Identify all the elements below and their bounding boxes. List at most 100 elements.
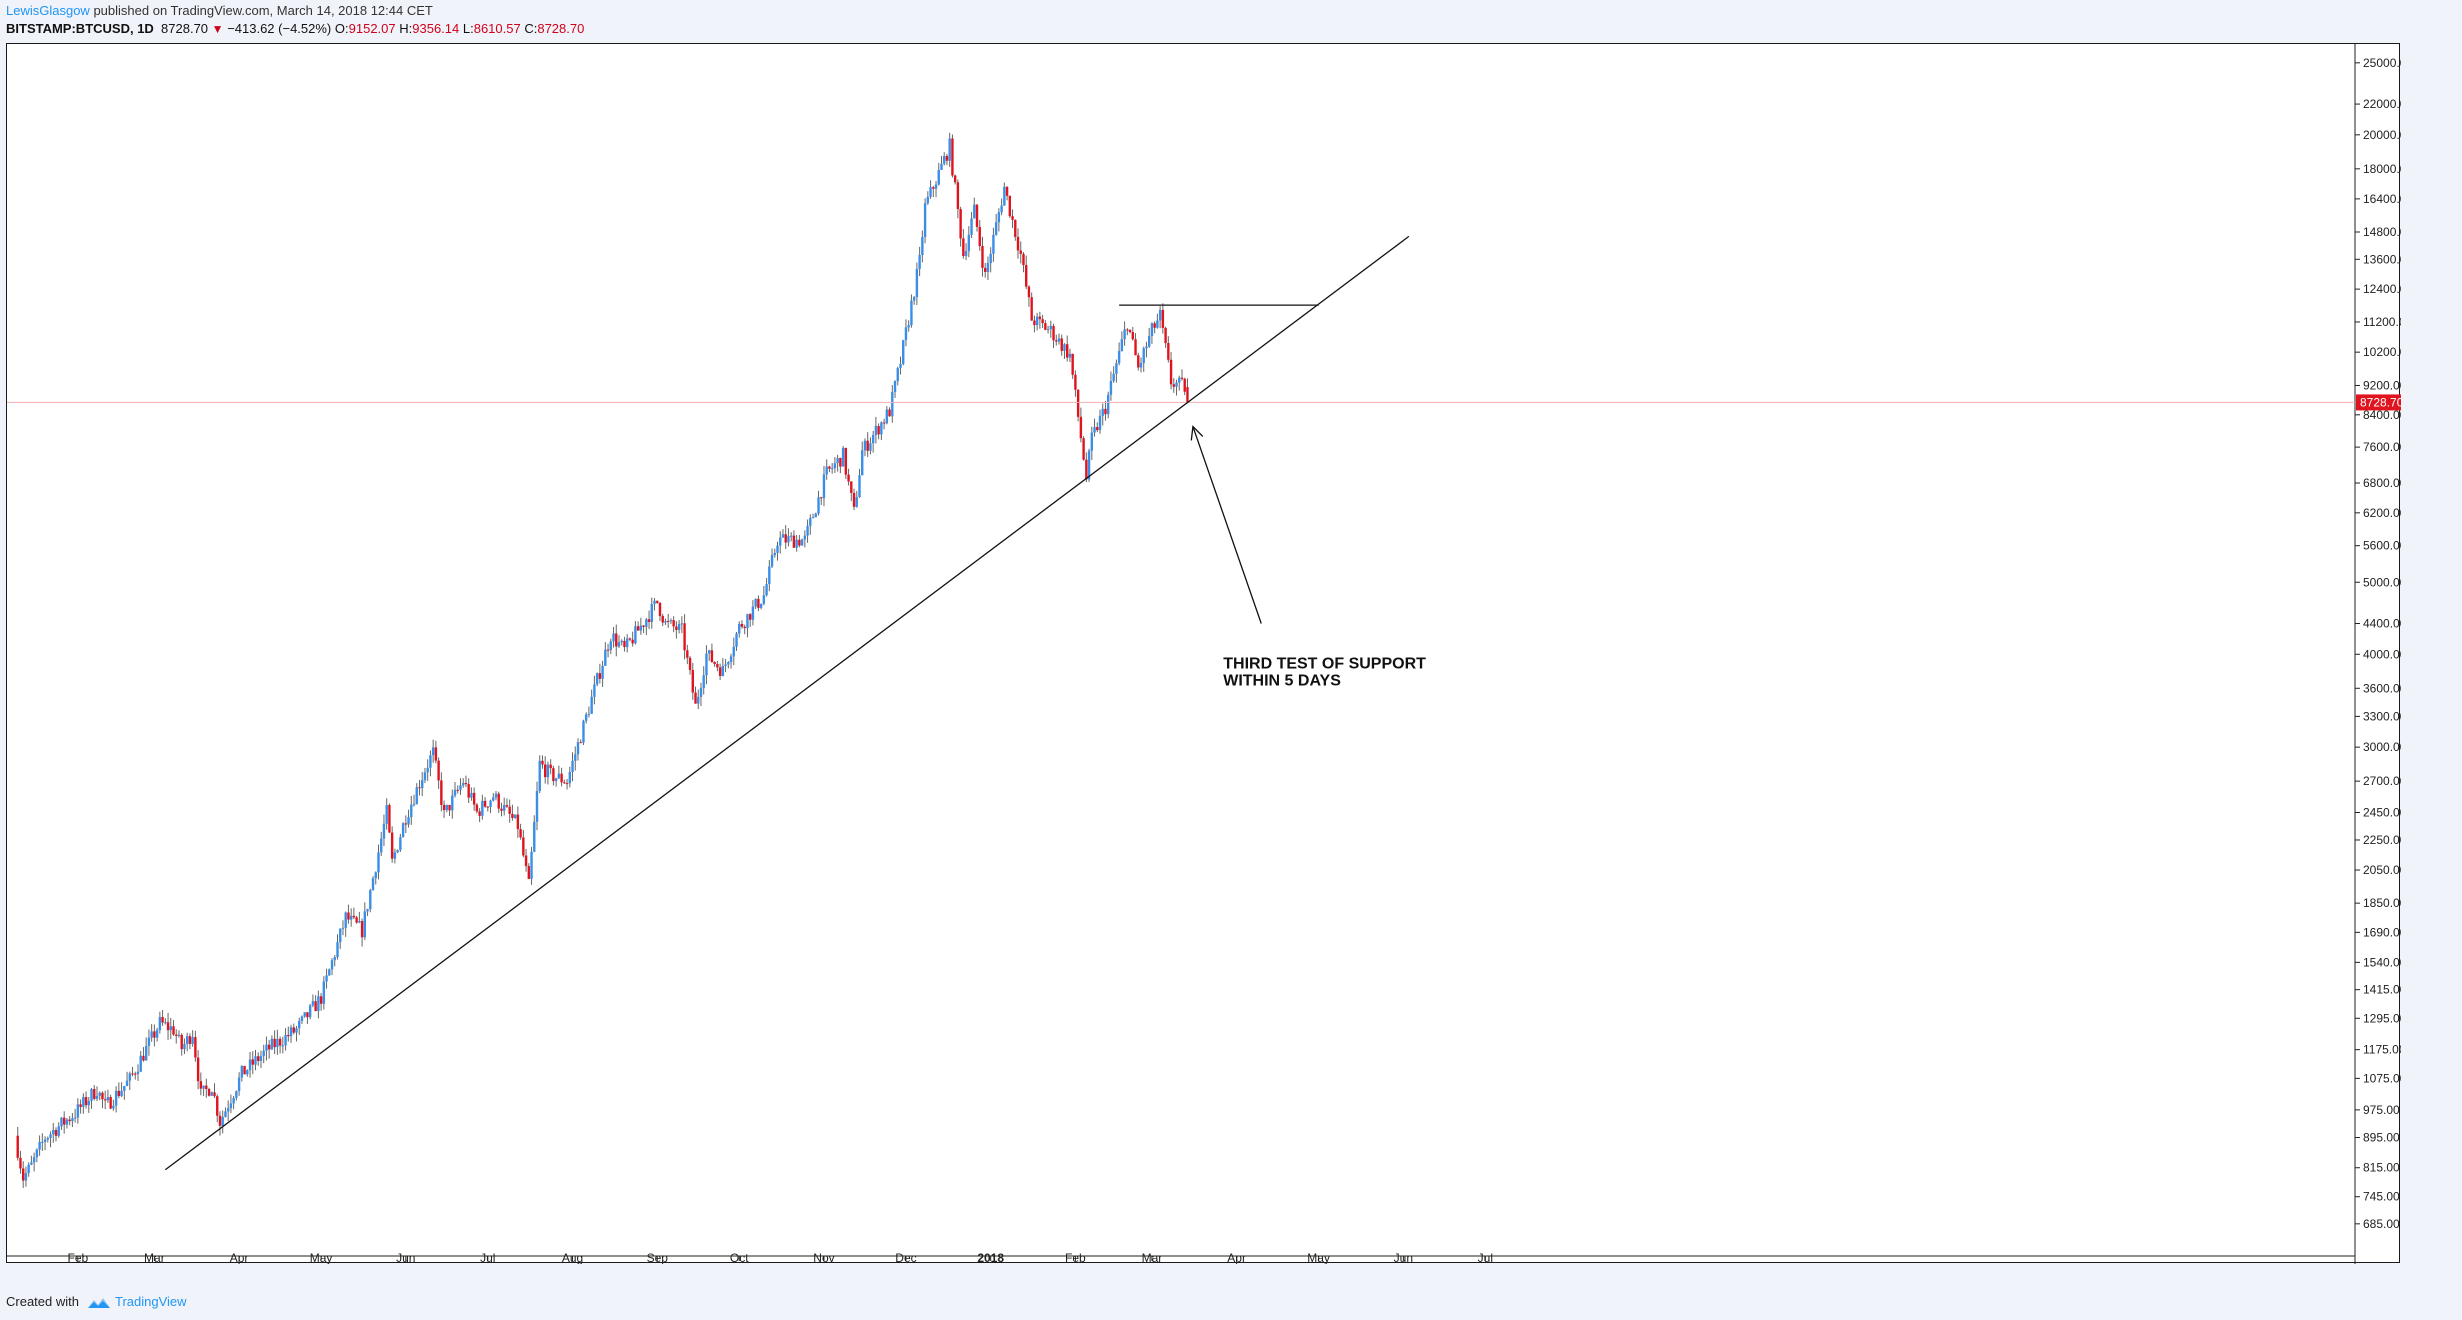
candle-down [1066, 344, 1069, 358]
candle-down [1011, 216, 1014, 220]
tradingview-brand-link[interactable]: TradingView [114, 1294, 187, 1309]
candle-up [1109, 380, 1113, 395]
candle-up [929, 187, 932, 197]
high-value: 9356.14 [412, 21, 460, 36]
candle-down [683, 623, 686, 651]
candle-up [604, 649, 607, 666]
candle-down [544, 764, 547, 778]
candle-down [563, 782, 566, 784]
candle-up [284, 1034, 287, 1046]
candle-up [759, 603, 763, 608]
candle-up [702, 675, 705, 689]
open-label: O: [334, 21, 349, 36]
candle-down [142, 1055, 145, 1061]
close-value: 8728.70 [537, 21, 585, 36]
candle-down [945, 156, 949, 161]
candle-up [754, 598, 757, 607]
candle-down [527, 866, 531, 879]
created-with-text: Created with [6, 1294, 79, 1309]
candle-up [262, 1050, 265, 1057]
candle-up [363, 911, 367, 938]
candle-down [1030, 297, 1033, 321]
candle-up [732, 646, 735, 657]
candle-down [1126, 329, 1129, 331]
candle-up [349, 915, 353, 920]
x-tick-label: Jul [1478, 1251, 1493, 1264]
candle-up [191, 1037, 194, 1044]
candle-up [617, 642, 621, 647]
candle-up [169, 1026, 172, 1031]
candle-up [494, 793, 498, 798]
candle-up [664, 621, 667, 623]
chart-pane[interactable]: 25000.00 22000.00 20000.00 18000.00 16400.00… [6, 43, 2401, 1264]
candle-up [128, 1073, 131, 1081]
candle-down [784, 534, 787, 543]
candle-up [538, 760, 541, 791]
candle-down [852, 492, 856, 507]
y-tick-label: 1175.00 [2363, 1043, 2401, 1057]
candle-down [1005, 186, 1009, 196]
x-tick-label: Nov [813, 1251, 834, 1264]
candle-down [1186, 387, 1189, 403]
candle-up [371, 878, 375, 891]
candle-up [1112, 373, 1115, 381]
candle-up [535, 790, 539, 822]
y-tick-label: 20000.00 [2363, 128, 2401, 142]
candle-up [98, 1092, 101, 1096]
high-label: H: [399, 21, 413, 36]
candle-down [549, 764, 552, 769]
candle-down [850, 481, 853, 493]
candle-up [557, 773, 561, 779]
candle-up [989, 253, 992, 264]
y-tick-label: 2700.00 [2363, 774, 2401, 788]
candle-up [246, 1070, 249, 1075]
symbol-label: BITSTAMP:BTCUSD, 1D [6, 21, 154, 36]
candle-down [953, 175, 957, 183]
x-tick-label: May [1307, 1251, 1330, 1264]
candle-up [1057, 338, 1061, 342]
author-link[interactable]: LewisGlasgow [6, 3, 90, 18]
candle-up [986, 263, 990, 272]
candle-down [647, 619, 651, 622]
candle-up [232, 1097, 235, 1104]
y-tick-label: 5600.00 [2363, 539, 2401, 553]
candle-up [841, 447, 845, 467]
candle-down [951, 138, 954, 176]
candle-up [410, 804, 413, 818]
candle-down [456, 789, 459, 791]
x-tick-label: Sep [647, 1251, 669, 1264]
candle-down [628, 638, 632, 640]
candle-down [273, 1038, 276, 1048]
candle-up [60, 1117, 63, 1127]
candle-down [1033, 320, 1036, 326]
candle-up [41, 1141, 44, 1143]
candle-up [707, 650, 711, 654]
candle-up [240, 1065, 244, 1078]
price-change: −413.62 (−4.52%) [227, 21, 332, 36]
candle-down [467, 784, 470, 798]
candle-up [1063, 344, 1066, 351]
candle-up [751, 606, 755, 620]
candle-down [161, 1017, 164, 1023]
chart-svg[interactable]: 25000.00 22000.00 20000.00 18000.00 16400.00… [7, 44, 2401, 1264]
candle-up [229, 1103, 233, 1109]
candle-down [866, 440, 869, 451]
candle-up [653, 600, 656, 604]
candle-down [103, 1099, 107, 1101]
candle-up [328, 969, 331, 976]
candle-up [369, 890, 372, 910]
candle-up [582, 720, 585, 743]
candle-down [978, 226, 981, 247]
candle-down [606, 649, 610, 651]
candle-down [642, 625, 645, 627]
candle-up [459, 785, 462, 790]
candle-down [79, 1104, 82, 1107]
candle-down [1016, 236, 1020, 251]
candle-up [380, 838, 383, 853]
candle-up [254, 1056, 257, 1065]
candle-up [1046, 329, 1050, 331]
candle-up [303, 1012, 306, 1017]
candle-up [765, 584, 768, 596]
candle-up [729, 656, 733, 663]
candle-up [724, 664, 727, 666]
